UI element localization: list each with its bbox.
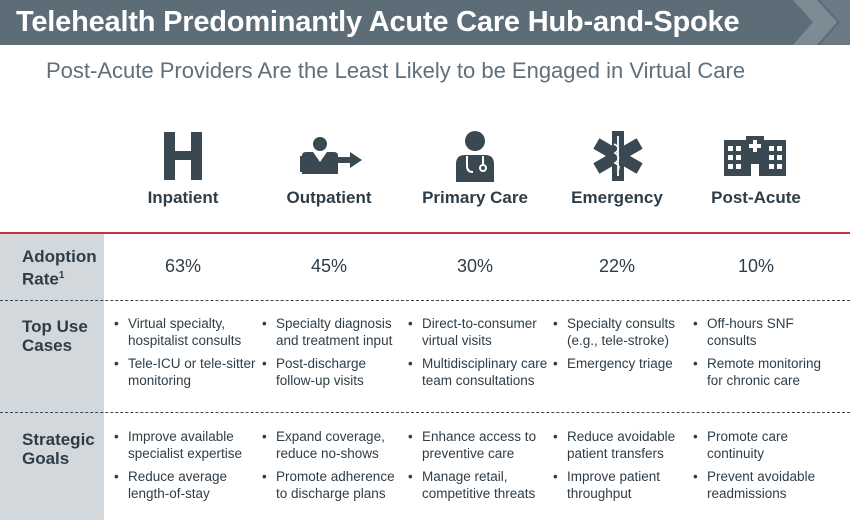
use-cases-emergency: Specialty consults (e.g., tele-stroke) Em… — [549, 316, 697, 380]
page-subtitle: Post-Acute Providers Are the Least Likel… — [46, 58, 746, 83]
use-cases-outpatient: Specialty diagnosis and treatment input P… — [258, 316, 406, 396]
adoption-rate-inpatient: 63% — [164, 256, 202, 276]
column-header-primary-care: Primary Care — [422, 188, 528, 207]
column-header-inpatient: Inpatient — [147, 188, 219, 207]
row-label-adoption-rate: Adoption Rate1 — [22, 247, 104, 289]
list-item: Prevent avoidable readmissions — [689, 469, 837, 502]
list-item: Tele-ICU or tele-sitter monitoring — [110, 356, 258, 389]
goals-post-acute: Promote care continuity Prevent avoidable… — [689, 429, 837, 509]
column-header-outpatient: Outpatient — [286, 188, 372, 207]
header-divider — [0, 232, 850, 234]
list-item: Improve patient throughput — [549, 469, 697, 502]
row-label-adoption-text: Adoption Rate — [22, 247, 97, 289]
list-item: Reduce average length-of-stay — [110, 469, 258, 502]
hospital-h-icon — [158, 128, 208, 183]
list-item: Improve available specialist expertise — [110, 429, 258, 462]
list-item: Promote care continuity — [689, 429, 837, 462]
use-cases-inpatient: Virtual specialty, hospitalist consults T… — [110, 316, 258, 396]
doctor-stethoscope-icon — [452, 128, 498, 183]
care-facility-icon — [722, 128, 788, 183]
list-item: Post-discharge follow-up visits — [258, 356, 406, 389]
patient-arrow-icon — [296, 128, 366, 183]
row-divider — [0, 300, 850, 301]
adoption-rate-emergency: 22% — [598, 256, 636, 276]
list-item: Expand coverage, reduce no-shows — [258, 429, 406, 462]
list-item: Specialty diagnosis and treatment input — [258, 316, 406, 349]
chevron-decoration-icon — [793, 0, 850, 45]
use-cases-post-acute: Off-hours SNF consults Remote monitoring … — [689, 316, 837, 396]
list-item: Promote adherence to discharge plans — [258, 469, 406, 502]
column-header-post-acute: Post-Acute — [711, 188, 801, 207]
row-label-sidebar — [0, 234, 104, 520]
title-divider — [0, 45, 850, 47]
column-header-emergency: Emergency — [571, 188, 663, 207]
list-item: Multidisciplinary care team consultation… — [404, 356, 552, 389]
title-bar: Telehealth Predominantly Acute Care Hub-… — [0, 0, 850, 45]
goals-inpatient: Improve available specialist expertise Re… — [110, 429, 258, 509]
star-of-life-icon — [590, 128, 646, 183]
list-item: Direct-to-consumer virtual visits — [404, 316, 552, 349]
page-title: Telehealth Predominantly Acute Care Hub-… — [16, 6, 740, 38]
adoption-rate-primary-care: 30% — [456, 256, 494, 276]
use-cases-primary-care: Direct-to-consumer virtual visits Multidi… — [404, 316, 552, 396]
row-label-strategic-goals: Strategic Goals — [22, 430, 95, 468]
list-item: Manage retail, competitive threats — [404, 469, 552, 502]
list-item: Reduce avoidable patient transfers — [549, 429, 697, 462]
list-item: Enhance access to preventive care — [404, 429, 552, 462]
goals-emergency: Reduce avoidable patient transfers Improv… — [549, 429, 697, 509]
list-item: Remote monitoring for chronic care — [689, 356, 837, 389]
goals-outpatient: Expand coverage, reduce no-shows Promote … — [258, 429, 406, 509]
list-item: Off-hours SNF consults — [689, 316, 837, 349]
goals-primary-care: Enhance access to preventive care Manage … — [404, 429, 552, 509]
list-item: Virtual specialty, hospitalist consults — [110, 316, 258, 349]
row-label-top-use-cases: Top Use Cases — [22, 317, 88, 355]
list-item: Specialty consults (e.g., tele-stroke) — [549, 316, 697, 349]
adoption-rate-outpatient: 45% — [310, 256, 348, 276]
row-divider — [0, 412, 850, 413]
adoption-rate-post-acute: 10% — [737, 256, 775, 276]
list-item: Emergency triage — [549, 356, 697, 373]
footnote-marker: 1 — [58, 270, 65, 281]
